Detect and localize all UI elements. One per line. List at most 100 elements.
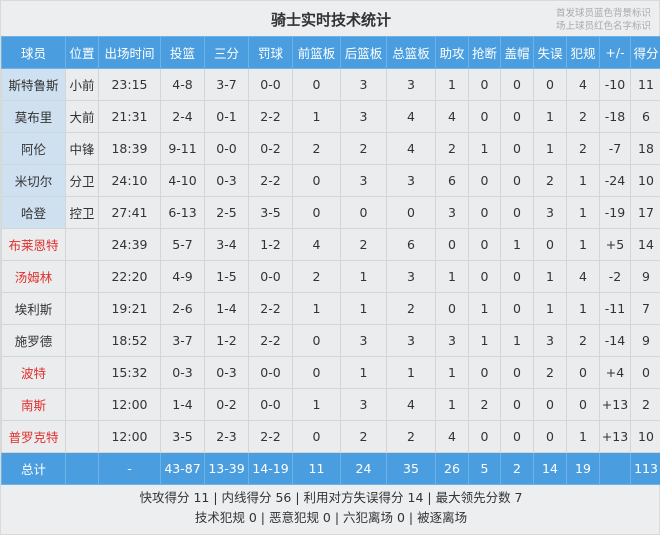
total-cell: 11 <box>292 452 341 485</box>
stat-cell: 0 <box>292 420 341 453</box>
stat-cell: +13 <box>599 420 631 453</box>
stat-cell: 3 <box>340 68 387 101</box>
stat-cell: 0 <box>500 388 534 421</box>
stat-cell: 1 <box>435 388 469 421</box>
stat-cell: 19:21 <box>98 292 161 325</box>
stat-cell <box>65 420 99 453</box>
stat-cell: 0-3 <box>204 356 249 389</box>
stat-cell: 1 <box>340 356 387 389</box>
stat-cell: 0 <box>500 132 534 165</box>
total-row: 总计 -43-87 13-39 14-19 11 24 35 26 5 2 14 19 113 <box>1 452 660 485</box>
stat-cell: 4 <box>566 260 600 293</box>
stat-cell: 0 <box>435 228 469 261</box>
stat-cell: 17 <box>630 196 660 229</box>
stat-cell: 21:31 <box>98 100 161 133</box>
stat-cell: 0-0 <box>248 388 293 421</box>
stat-cell: 2 <box>292 132 341 165</box>
stat-cell: 0-1 <box>204 100 249 133</box>
stat-cell: 3-5 <box>248 196 293 229</box>
stat-cell: 24:39 <box>98 228 161 261</box>
stat-cell: 1-4 <box>160 388 205 421</box>
summary-line-2: 技术犯规 0 | 恶意犯规 0 | 六犯离场 0 | 被逐离场 <box>194 510 468 525</box>
stat-cell: 1 <box>500 228 534 261</box>
stat-cell: 1 <box>292 388 341 421</box>
player-name: 南斯 <box>1 388 66 421</box>
total-cell: 5 <box>468 452 501 485</box>
stat-cell: 2 <box>340 132 387 165</box>
stat-cell: 2 <box>292 260 341 293</box>
stat-cell: 0 <box>292 356 341 389</box>
stat-cell: 1 <box>468 292 501 325</box>
stat-cell: 1-2 <box>204 324 249 357</box>
table-row: 埃利斯 19:21 2-6 1-4 2-2 1 1 2 0 1 0 1 1 -11 7 <box>1 292 660 325</box>
stat-cell: 0 <box>500 100 534 133</box>
stat-cell <box>65 260 99 293</box>
player-name: 普罗克特 <box>1 420 66 453</box>
stat-cell: 3-4 <box>204 228 249 261</box>
stat-cell: 2-6 <box>160 292 205 325</box>
stat-cell: 18 <box>630 132 660 165</box>
stat-cell: 2 <box>630 388 660 421</box>
total-cell: 14-19 <box>248 452 293 485</box>
stat-cell: 0 <box>533 388 567 421</box>
stat-cell: 3-7 <box>160 324 205 357</box>
stat-cell: 7 <box>630 292 660 325</box>
stat-cell: 2 <box>435 132 469 165</box>
table-header: 球员 位置 出场时间 投篮 三分 罚球 前篮板 后篮板 总篮板 助攻 抢断 盖帽 失误 犯规 +/- 得分 <box>1 36 660 69</box>
stat-cell: 4-10 <box>160 164 205 197</box>
summary-footer: 快攻得分 11 | 内线得分 56 | 利用对方失误得分 14 | 最大领先分数… <box>1 488 660 528</box>
table-row: 波特 15:32 0-3 0-3 0-0 0 1 1 1 0 0 2 0 +4 0 <box>1 356 660 389</box>
stat-cell: 1-5 <box>204 260 249 293</box>
player-name: 施罗德 <box>1 324 66 357</box>
column-header: 三分 <box>204 36 249 69</box>
stat-cell: 0 <box>500 68 534 101</box>
stat-cell: 0-0 <box>248 260 293 293</box>
stat-cell: 23:15 <box>98 68 161 101</box>
total-cell <box>65 452 99 485</box>
stat-cell: 小前 <box>65 68 99 101</box>
stat-cell: 1 <box>340 260 387 293</box>
stat-cell: 0 <box>292 164 341 197</box>
stat-cell: 2-2 <box>248 164 293 197</box>
stat-cell: 11 <box>630 68 660 101</box>
stat-cell: 0 <box>566 356 600 389</box>
stat-cell: 0-0 <box>204 132 249 165</box>
stat-cell: 2 <box>566 132 600 165</box>
stat-cell <box>65 388 99 421</box>
stat-cell: 4 <box>292 228 341 261</box>
stat-cell: 3 <box>386 68 436 101</box>
stat-cell: 0-3 <box>160 356 205 389</box>
stat-cell: 14 <box>630 228 660 261</box>
table-row: 南斯 12:00 1-4 0-2 0-0 1 3 4 1 2 0 0 0 +13 2 <box>1 388 660 421</box>
stat-cell: 0 <box>292 324 341 357</box>
stat-cell: 1 <box>533 260 567 293</box>
player-name: 埃利斯 <box>1 292 66 325</box>
stat-cell: 1-2 <box>248 228 293 261</box>
stat-cell: 4 <box>435 100 469 133</box>
stat-cell: -24 <box>599 164 631 197</box>
stat-cell: 3 <box>340 100 387 133</box>
stat-cell: 0 <box>566 388 600 421</box>
stat-cell: -11 <box>599 292 631 325</box>
table-row: 米切尔 分卫 24:10 4-10 0-3 2-2 0 3 3 6 0 0 2 1 -24 10 <box>1 164 660 197</box>
stat-cell: 3 <box>386 260 436 293</box>
table-row: 布莱恩特 24:39 5-7 3-4 1-2 4 2 6 0 0 1 0 1 +5 14 <box>1 228 660 261</box>
legend-starter: 首发球员蓝色背景标识 <box>555 8 651 19</box>
column-header: 球员 <box>1 36 66 69</box>
table-row: 斯特鲁斯 小前 23:15 4-8 3-7 0-0 0 3 3 1 0 0 0 4 -10 11 <box>1 68 660 101</box>
table-row: 哈登 控卫 27:41 6-13 2-5 3-5 0 0 0 3 0 0 3 1 -19 17 <box>1 196 660 229</box>
stat-cell: 控卫 <box>65 196 99 229</box>
total-cell <box>599 452 631 485</box>
stat-cell: -19 <box>599 196 631 229</box>
stat-cell: 1 <box>340 292 387 325</box>
stat-cell: 0 <box>468 100 501 133</box>
stat-cell: 2 <box>468 388 501 421</box>
player-name: 米切尔 <box>1 164 66 197</box>
stat-cell: 1 <box>292 100 341 133</box>
stat-cell: 1 <box>292 292 341 325</box>
column-header: 罚球 <box>248 36 293 69</box>
stat-cell: 1 <box>435 356 469 389</box>
stat-cell: 4-8 <box>160 68 205 101</box>
total-cell: 35 <box>386 452 436 485</box>
